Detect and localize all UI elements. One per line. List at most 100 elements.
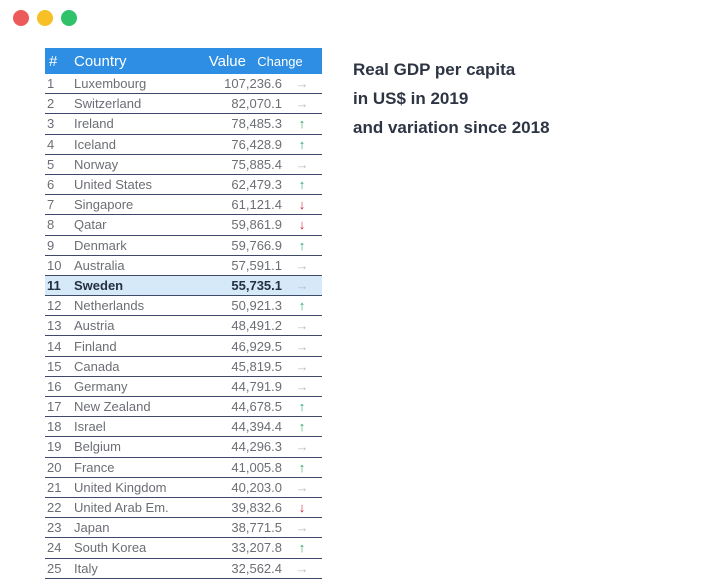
country-cell: Israel [74, 419, 106, 435]
country-cell: Luxembourg [74, 76, 147, 92]
country-cell: Italy [74, 560, 98, 576]
country-cell: Germany [74, 378, 128, 394]
arrow-right-icon: → [295, 318, 309, 334]
header-value: Value [208, 52, 246, 70]
value-cell: 50,921.3 [231, 298, 282, 314]
value-cell: 45,819.5 [231, 358, 282, 374]
arrow-right-icon: → [295, 156, 309, 172]
arrow-up-icon: ↑ [298, 540, 306, 556]
value-cell: 44,394.4 [231, 419, 282, 435]
arrow-down-icon: ↓ [298, 197, 306, 213]
rank-cell: 2 [47, 96, 55, 112]
table-row: 18 Israel 44,394.4 ↑ [45, 417, 322, 438]
value-cell: 38,771.5 [231, 520, 282, 536]
arrow-up-icon: ↑ [298, 136, 306, 152]
table-row: 2 Switzerland 82,070.1 → [45, 94, 322, 115]
value-cell: 55,735.1 [231, 277, 282, 293]
rank-cell: 25 [47, 560, 62, 576]
table-row: 20 France 41,005.8 ↑ [45, 458, 322, 478]
country-cell: New Zealand [74, 399, 151, 415]
country-cell: Canada [74, 358, 120, 374]
rank-cell: 13 [47, 318, 62, 334]
table-row: 8 Qatar 59,861.9 ↓ [45, 215, 322, 236]
table-body: 1 Luxembourg 107,236.6 → 2 Switzerland 82,070.… [45, 74, 322, 579]
country-cell: United Arab Em. [74, 500, 169, 516]
header-rank: # [49, 52, 58, 70]
table-row: 23 Japan 38,771.5 → [45, 518, 322, 539]
rank-cell: 3 [47, 116, 55, 132]
rank-cell: 8 [47, 217, 55, 233]
value-cell: 62,479.3 [231, 177, 282, 193]
table-row: 13 Austria 48,491.2 → [45, 316, 322, 337]
value-cell: 39,832.6 [231, 500, 282, 516]
country-cell: United States [74, 177, 153, 193]
country-cell: Austria [74, 318, 115, 334]
title-line-1: Real GDP per capita [353, 60, 516, 79]
country-cell: Sweden [74, 277, 124, 293]
arrow-down-icon: ↓ [298, 500, 306, 516]
arrow-up-icon: ↑ [298, 298, 306, 314]
table-row: 3 Ireland 78,485.3 ↑ [45, 114, 322, 135]
country-cell: France [74, 459, 115, 475]
rank-cell: 24 [47, 540, 62, 556]
table-row: 17 New Zealand 44,678.5 ↑ [45, 397, 322, 418]
arrow-right-icon: → [295, 479, 309, 495]
rank-cell: 17 [47, 399, 62, 415]
table-row: 10 Australia 57,591.1 → [45, 256, 322, 276]
table-header: # Country Value Change [45, 48, 322, 74]
arrow-right-icon: → [295, 560, 309, 576]
arrow-right-icon: → [295, 257, 309, 273]
table-row: 7 Singapore 61,121.4 ↓ [45, 195, 322, 216]
rank-cell: 9 [47, 237, 55, 253]
table-row: 5 Norway 75,885.4 → [45, 155, 322, 175]
country-cell: Qatar [74, 217, 107, 233]
title-line-2: in US$ in 2019 [353, 89, 469, 108]
table-row: 25 Italy 32,562.4 → [45, 559, 322, 579]
rank-cell: 5 [47, 156, 55, 172]
chart-title: Real GDP per capita in US$ in 2019 and v… [353, 55, 550, 142]
country-cell: Belgium [74, 439, 121, 455]
rank-cell: 1 [47, 76, 55, 92]
arrow-right-icon: → [295, 520, 309, 536]
rank-cell: 12 [47, 298, 62, 314]
table-row: 16 Germany 44,791.9 → [45, 377, 322, 397]
table-row: 11 Sweden 55,735.1 → [45, 275, 322, 297]
header-country: Country [74, 52, 127, 70]
country-cell: South Korea [74, 540, 147, 556]
table-row: 14 Finland 46,929.5 → [45, 336, 322, 357]
arrow-right-icon: → [295, 76, 309, 92]
value-cell: 76,428.9 [231, 136, 282, 152]
arrow-up-icon: ↑ [298, 237, 306, 253]
country-cell: Japan [74, 520, 110, 536]
value-cell: 59,861.9 [231, 217, 282, 233]
minimize-window-button[interactable] [37, 10, 53, 26]
rank-cell: 14 [47, 338, 62, 354]
value-cell: 40,203.0 [231, 479, 282, 495]
country-cell: Netherlands [74, 298, 145, 314]
header-change: Change [257, 53, 303, 69]
country-cell: Ireland [74, 116, 114, 132]
value-cell: 44,296.3 [231, 439, 282, 455]
rank-cell: 16 [47, 378, 62, 394]
window-controls [13, 10, 77, 26]
value-cell: 75,885.4 [231, 156, 282, 172]
maximize-window-button[interactable] [61, 10, 77, 26]
rank-cell: 20 [47, 459, 62, 475]
value-cell: 46,929.5 [231, 338, 282, 354]
value-cell: 48,491.2 [231, 318, 282, 334]
country-cell: Iceland [74, 136, 116, 152]
value-cell: 57,591.1 [231, 257, 282, 273]
rank-cell: 22 [47, 500, 62, 516]
country-cell: Denmark [74, 237, 127, 253]
value-cell: 33,207.8 [231, 540, 282, 556]
table-row: 22 United Arab Em. 39,832.6 ↓ [45, 498, 322, 519]
rank-cell: 23 [47, 520, 62, 536]
table-row: 1 Luxembourg 107,236.6 → [45, 74, 322, 95]
gdp-table: # Country Value Change 1 Luxembourg 107,23… [45, 48, 322, 579]
rank-cell: 19 [47, 439, 62, 455]
table-row: 4 Iceland 76,428.9 ↑ [45, 135, 322, 155]
table-row: 9 Denmark 59,766.9 ↑ [45, 236, 322, 256]
value-cell: 59,766.9 [231, 237, 282, 253]
close-window-button[interactable] [13, 10, 29, 26]
value-cell: 32,562.4 [231, 560, 282, 576]
